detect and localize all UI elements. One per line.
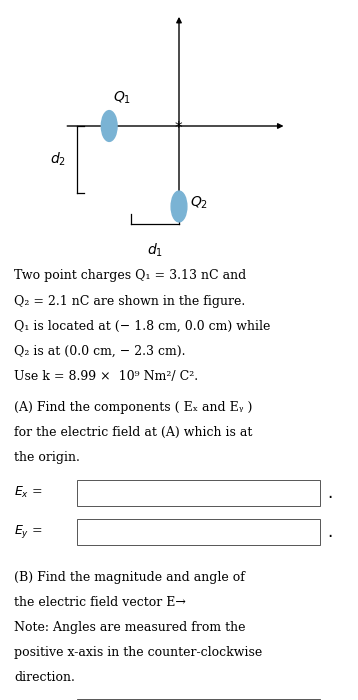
Text: positive x-axis in the counter-clockwise: positive x-axis in the counter-clockwise (14, 646, 262, 659)
Text: Two point charges Q₁ = 3.13 nC and: Two point charges Q₁ = 3.13 nC and (14, 270, 247, 283)
Bar (77, 699, 320, 700)
Text: $*$: $*$ (174, 118, 184, 134)
Text: $Q_1$: $Q_1$ (113, 90, 131, 106)
Bar (77, 480, 320, 506)
Text: $E_y$ =: $E_y$ = (14, 524, 43, 540)
Text: direction.: direction. (14, 671, 75, 685)
Text: $Q_2$: $Q_2$ (190, 195, 208, 211)
Text: Q₁ is located at (− 1.8 cm, 0.0 cm) while: Q₁ is located at (− 1.8 cm, 0.0 cm) whil… (14, 320, 271, 333)
Text: (A) Find the components ( Eₓ and Eᵧ ): (A) Find the components ( Eₓ and Eᵧ ) (14, 401, 253, 414)
Text: the origin.: the origin. (14, 452, 80, 465)
Text: Q₂ is at (0.0 cm, − 2.3 cm).: Q₂ is at (0.0 cm, − 2.3 cm). (14, 345, 186, 358)
Bar (77, 519, 320, 545)
Text: the electric field vector E→: the electric field vector E→ (14, 596, 186, 609)
Text: .: . (328, 484, 333, 502)
Circle shape (101, 111, 117, 141)
Text: .: . (328, 523, 333, 541)
Text: Use k = 8.99 ×  10⁹ Nm²/ C².: Use k = 8.99 × 10⁹ Nm²/ C². (14, 370, 198, 384)
Text: Q₂ = 2.1 nC are shown in the figure.: Q₂ = 2.1 nC are shown in the figure. (14, 295, 246, 308)
Text: $d_1$: $d_1$ (147, 241, 163, 259)
Text: Note: Angles are measured from the: Note: Angles are measured from the (14, 621, 246, 634)
Text: for the electric field at (A) which is at: for the electric field at (A) which is a… (14, 426, 253, 440)
Circle shape (171, 191, 187, 222)
Text: $E_x$ =: $E_x$ = (14, 485, 43, 500)
Text: (B) Find the magnitude and angle of: (B) Find the magnitude and angle of (14, 570, 245, 584)
Text: $d_2$: $d_2$ (50, 150, 66, 168)
